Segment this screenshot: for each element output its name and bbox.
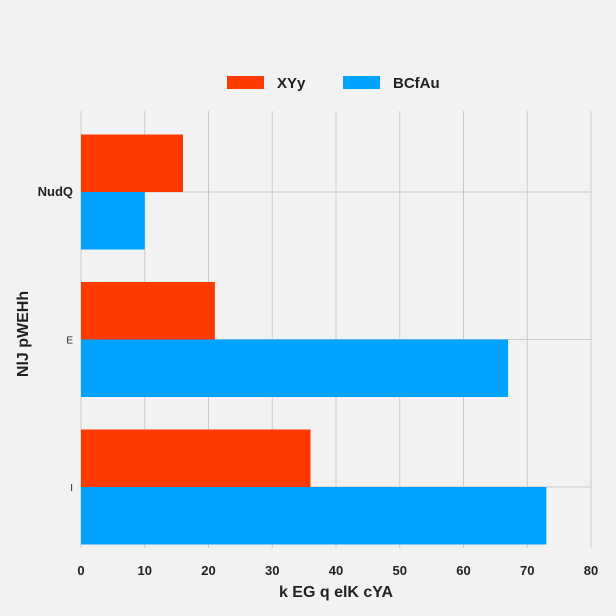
- x-tick-labels: 0 10 20 30 40 50 60 70 80: [77, 563, 598, 578]
- legend-label-BCfAu: BCfAu: [393, 75, 440, 92]
- bars: [81, 134, 547, 545]
- x-tick-label: 80: [584, 563, 598, 578]
- legend-swatch-XYy: [227, 76, 264, 89]
- bar-XYy-E: [81, 282, 215, 340]
- y-axis-title: NlJ pWEHh: [15, 291, 32, 377]
- x-tick-label: 60: [456, 563, 470, 578]
- legend: XYy BCfAu: [227, 75, 440, 92]
- x-tick-label: 0: [77, 563, 84, 578]
- x-tick-label: 50: [393, 563, 407, 578]
- x-tick-label: 40: [329, 563, 343, 578]
- x-tick-label: 10: [138, 563, 152, 578]
- x-tick-label: 30: [265, 563, 279, 578]
- legend-swatch-BCfAu: [343, 76, 380, 89]
- x-axis-title: k EG q elK cYA: [279, 584, 394, 601]
- x-tick-label: 70: [520, 563, 534, 578]
- y-category-label: E: [66, 336, 73, 347]
- y-category-label: I: [70, 483, 73, 494]
- legend-label-XYy: XYy: [277, 75, 306, 92]
- bar-XYy-NudQ: [81, 134, 183, 192]
- y-category-label: NudQ: [38, 184, 73, 199]
- bar-BCfAu-NudQ: [81, 192, 145, 250]
- bar-BCfAu-E: [81, 339, 509, 397]
- x-tick-label: 20: [201, 563, 215, 578]
- bar-XYy-I: [81, 429, 311, 487]
- y-tick-labels: NudQ E I: [38, 184, 74, 494]
- bar-BCfAu-I: [81, 487, 547, 545]
